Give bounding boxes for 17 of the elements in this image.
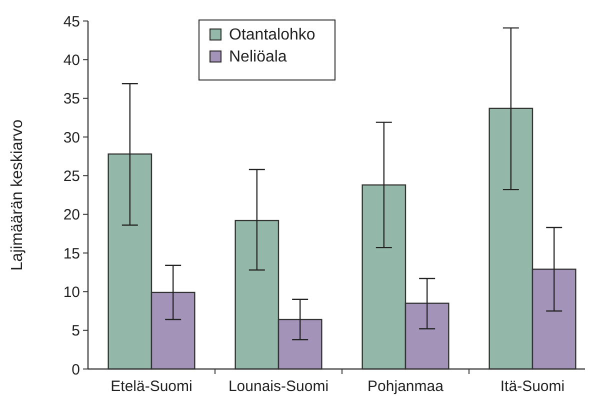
y-axis-title: Lajimäärän keskiarvo [9,119,26,271]
y-tick-label: 45 [63,13,80,30]
y-tick-label: 15 [63,245,80,262]
x-tick-label: Etelä-Suomi [110,378,192,395]
y-tick-label: 5 [72,322,80,340]
legend-label: Neliöala [229,48,287,66]
y-tick-label: 40 [63,52,80,69]
x-tick-label: Itä-Suomi [500,378,565,395]
y-tick-label: 35 [63,90,80,108]
y-tick-label: 25 [63,168,80,185]
x-tick-label: Lounais-Suomi [228,378,329,395]
y-tick-label: 20 [63,206,80,224]
y-tick-label: 0 [72,361,80,378]
legend-label: Otantalohko [229,26,316,44]
x-tick-label: Pohjanmaa [368,378,444,395]
y-tick-label: 30 [63,129,80,146]
y-tick-label: 10 [63,284,80,301]
